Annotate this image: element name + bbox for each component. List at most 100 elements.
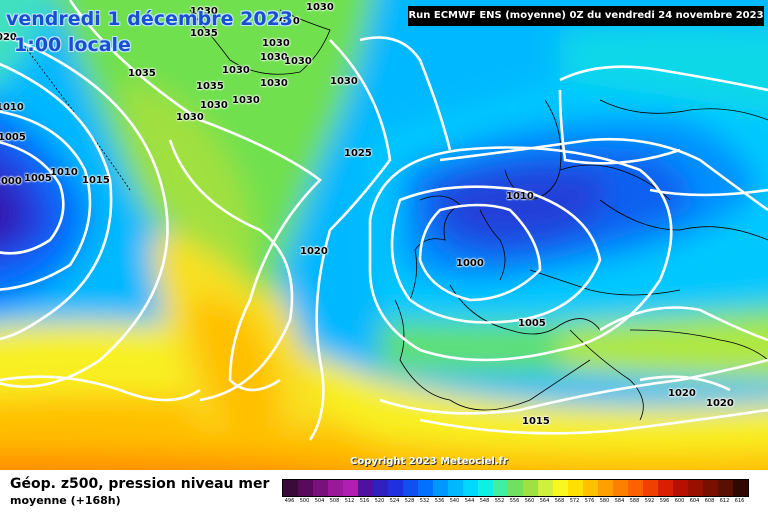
scale-label: 520 (374, 498, 385, 504)
scale-swatch (568, 480, 583, 496)
scale-label: 504 (314, 498, 325, 504)
scale-label: 540 (449, 498, 460, 504)
scale-label: 592 (644, 498, 655, 504)
isobar-label: 1020 (300, 246, 328, 257)
isobar-label: 1035 (196, 81, 224, 92)
scale-label: 560 (524, 498, 535, 504)
scale-swatch (628, 480, 643, 496)
isobar-label: 1000 (456, 258, 484, 269)
scale-label: 544 (464, 498, 475, 504)
map-title: Géop. z500, pression niveau mer (10, 476, 270, 492)
scale-label: 596 (659, 498, 670, 504)
run-info: Run ECMWF ENS (moyenne) 0Z du vendredi 2… (408, 6, 764, 26)
scale-swatch (553, 480, 568, 496)
isobar-label: 1015 (522, 416, 550, 427)
scale-label: 580 (599, 498, 610, 504)
scale-swatch (598, 480, 613, 496)
weather-map: 1030 1030 1030 1035 1030 1035 1030 1035 … (0, 0, 768, 470)
scale-label: 588 (629, 498, 640, 504)
scale-swatch (313, 480, 328, 496)
isobar-label: 1010 (506, 191, 534, 202)
isobars (0, 0, 768, 440)
isobar-label: 1005 (518, 318, 546, 329)
scale-label: 564 (539, 498, 550, 504)
isobar-label: 1005 (0, 132, 26, 143)
isobar-label: 1035 (190, 28, 218, 39)
isobar-label: 1035 (128, 68, 156, 79)
scale-label: 552 (494, 498, 505, 504)
isobar-label: 1010 (50, 167, 78, 178)
scale-label: 512 (344, 498, 355, 504)
isobar-label: 1000 (0, 176, 22, 187)
scale-label: 616 (734, 498, 745, 504)
isobar-label: 1030 (262, 38, 290, 49)
color-scale (282, 479, 749, 497)
isobar-label: 1020 (706, 398, 734, 409)
scale-swatch (298, 480, 313, 496)
scale-swatch (508, 480, 523, 496)
scale-swatch (418, 480, 433, 496)
scale-swatch (643, 480, 658, 496)
scale-swatch (523, 480, 538, 496)
isobar-label: 1030 (306, 2, 334, 13)
copyright: Copyright 2023 Meteociel.fr (350, 456, 508, 467)
isobar-label: 020 (0, 32, 17, 43)
scale-swatch (358, 480, 373, 496)
scale-swatch (283, 480, 298, 496)
scale-swatch (433, 480, 448, 496)
scale-label: 496 (284, 498, 295, 504)
scale-swatch (583, 480, 598, 496)
scale-swatch (718, 480, 733, 496)
scale-label: 600 (674, 498, 685, 504)
scale-swatch (403, 480, 418, 496)
scale-swatch (343, 480, 358, 496)
scale-swatch (373, 480, 388, 496)
isobar-label: 1005 (24, 173, 52, 184)
scale-swatch (478, 480, 493, 496)
isobar-label: 1030 (200, 100, 228, 111)
scale-swatch (658, 480, 673, 496)
scale-label: 508 (329, 498, 340, 504)
scale-swatch (493, 480, 508, 496)
scale-swatch (448, 480, 463, 496)
scale-label: 516 (359, 498, 370, 504)
map-subtitle: moyenne (+168h) (10, 494, 121, 507)
forecast-date: vendredi 1 décembre 2023 (6, 8, 294, 30)
scale-label: 572 (569, 498, 580, 504)
geopotential-field (0, 0, 768, 470)
isobar-label: 1030 (190, 6, 218, 17)
scale-swatch (388, 480, 403, 496)
forecast-time: 1:00 locale (14, 34, 131, 56)
isobar-label: 1030 (330, 76, 358, 87)
isobar-label: 1025 (344, 148, 372, 159)
scale-label: 536 (434, 498, 445, 504)
isobar-label: 1030 (260, 78, 288, 89)
scale-label: 604 (689, 498, 700, 504)
scale-label: 576 (584, 498, 595, 504)
isobar-label: 1015 (82, 175, 110, 186)
scale-label: 548 (479, 498, 490, 504)
scale-swatch (463, 480, 478, 496)
color-scale-labels: 496 500 504 508 512 516 520 524 528 532 536 540 544 5… (282, 498, 747, 504)
scale-label: 524 (389, 498, 400, 504)
isobar-label: 1030 (260, 52, 288, 63)
isobar-label: 1030 (232, 95, 260, 106)
scale-swatch (613, 480, 628, 496)
map-canvas (0, 0, 768, 470)
scale-swatch (703, 480, 718, 496)
isobar-label: 1010 (0, 102, 24, 113)
scale-swatch (673, 480, 688, 496)
isobar-label: 1030 (222, 65, 250, 76)
isobar-label: 1030 (272, 16, 300, 27)
scale-label: 584 (614, 498, 625, 504)
scale-swatch (328, 480, 343, 496)
scale-label: 612 (719, 498, 730, 504)
scale-label: 528 (404, 498, 415, 504)
scale-swatch (688, 480, 703, 496)
scale-label: 500 (299, 498, 310, 504)
scale-label: 556 (509, 498, 520, 504)
scale-swatch (733, 480, 748, 496)
isobar-label: 1020 (668, 388, 696, 399)
isobar-label: 1030 (176, 112, 204, 123)
isobar-label: 1030 (284, 56, 312, 67)
